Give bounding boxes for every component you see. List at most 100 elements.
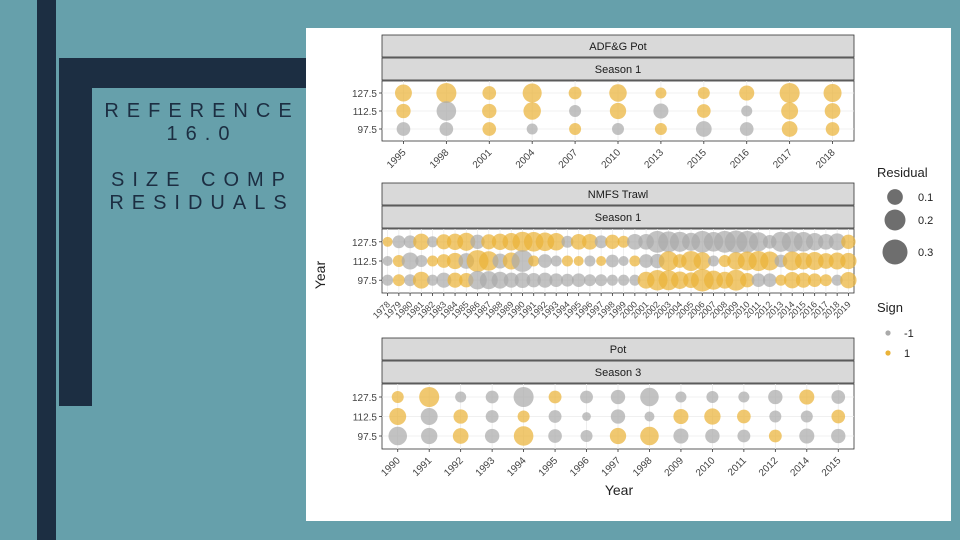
panel-3-residual-point	[673, 428, 689, 444]
y-axis-title: Year	[312, 261, 328, 290]
panel-2-residual-point	[561, 255, 573, 267]
panel-3-xtick-label: 1990	[379, 455, 403, 479]
panel-1-residual-point	[436, 82, 457, 104]
panel-1-xtick-label: 2016	[728, 147, 752, 171]
panel-3-residual-point	[513, 426, 534, 446]
panel-3-residual-point	[548, 410, 562, 423]
panel-2-residual-point	[840, 252, 857, 270]
panel-2-residual-point	[447, 272, 463, 288]
panel-2-residual-point	[470, 234, 485, 249]
panel-3-xtick-label: 1995	[537, 455, 561, 479]
panel-3-residual-point	[580, 390, 593, 404]
panel-3-ytick-label: 97.5	[358, 432, 378, 443]
panel-2-residual-point	[840, 272, 857, 289]
panel-2-residual-point	[784, 272, 801, 289]
legend-sign-title: Sign	[877, 300, 903, 315]
panel-2-residual-point	[550, 255, 562, 267]
legend-sign-label: 1	[904, 348, 910, 360]
panel-3-fleet-strip	[381, 337, 855, 361]
panel-2-residual-point	[606, 274, 618, 286]
panel-1-residual-point	[781, 102, 799, 120]
panel-3-residual-point	[548, 390, 562, 404]
panel-2-residual-point	[526, 273, 541, 288]
panel-2-season-strip	[381, 205, 855, 229]
panel-2-residual-point	[594, 235, 608, 249]
panel-2-residual-point	[413, 233, 430, 250]
legend-size-label: 0.3	[918, 247, 933, 259]
panel-2-residual-point	[403, 235, 417, 249]
panel-2-residual-point	[392, 255, 405, 267]
panel-1-residual-point	[781, 121, 798, 137]
panel-2-ytick-label: 112.5	[353, 257, 378, 268]
panel-2-residual-point	[570, 233, 587, 250]
panel-1-residual-point	[739, 122, 754, 136]
panel-2-residual-point	[561, 273, 574, 287]
panel-3-xtick-label: 1996	[568, 455, 592, 479]
panel-3-xtick-label: 1992	[442, 455, 466, 479]
slide-title: REFERENCE 16.0 SIZE COMP RESIDUALS	[104, 100, 300, 215]
panel-2-residual-point	[436, 234, 452, 250]
panel-2-ytick-label: 97.5	[358, 276, 378, 287]
panel-1-xtick-label: 2013	[643, 147, 667, 171]
panel-1-residual-point	[482, 103, 497, 119]
panel-3-residual-point	[391, 391, 404, 403]
panel-2-residual-point	[392, 235, 406, 249]
panel-2-residual-point	[605, 254, 619, 268]
panel-3-residual-point	[485, 410, 499, 423]
panel-3-residual-point	[705, 428, 720, 444]
panel-3-residual-point	[388, 426, 408, 446]
title-bracket-top	[59, 58, 306, 88]
panel-3-residual-point	[673, 408, 689, 425]
panel-1-residual-point	[741, 105, 753, 117]
panel-1-residual-point	[779, 82, 800, 104]
panel-1-residual-point	[482, 86, 497, 100]
panel-2-residual-point	[629, 274, 641, 286]
panel-1-xtick-label: 2015	[685, 147, 709, 171]
panel-2-residual-point	[775, 274, 787, 286]
panel-2-residual-point	[618, 256, 629, 266]
panel-2-residual-point	[805, 251, 824, 271]
panel-1-residual-point	[569, 123, 582, 135]
panel-3-residual-point	[419, 386, 440, 408]
panel-2-residual-point	[627, 233, 643, 250]
panel-3-residual-point	[706, 391, 719, 403]
panel-3-xtick-label: 1993	[474, 455, 498, 479]
panel-3-residual-point	[704, 408, 721, 425]
legend-sign-swatch	[885, 350, 891, 356]
legend-size-swatch	[884, 209, 906, 231]
panel-2-residual-point	[658, 251, 679, 271]
panel-1-fleet-label: ADF&G Pot	[589, 41, 646, 53]
panel-2-residual-point	[538, 254, 552, 268]
panel-3-xtick-label: 1991	[411, 455, 435, 479]
left-accent-bar	[37, 0, 56, 540]
panel-3-residual-point	[484, 428, 500, 444]
panel-3-residual-point	[452, 428, 469, 444]
panel-3-residual-point	[675, 391, 687, 403]
panel-2-residual-point	[491, 271, 509, 289]
panel-2-residual-point	[605, 234, 620, 249]
panel-3-season-label: Season 3	[595, 367, 641, 379]
panel-2-residual-point	[751, 273, 766, 288]
panel-2-residual-point	[404, 274, 417, 287]
panel-1-xtick-label: 2018	[814, 147, 838, 171]
legend-residual-title: Residual	[877, 165, 928, 180]
panel-2-residual-point	[819, 274, 832, 287]
legend-size-swatch	[887, 189, 903, 205]
panel-3-xtick-label: 1994	[505, 455, 529, 479]
panel-3-residual-point	[513, 386, 534, 408]
legend-sign-swatch	[885, 330, 891, 336]
panel-2-residual-point	[382, 256, 393, 266]
panel-1-ytick-label: 97.5	[358, 125, 378, 136]
panel-2-residual-point	[514, 272, 531, 289]
panel-2-residual-point	[401, 252, 419, 270]
panel-1-residual-point	[394, 84, 412, 102]
panel-3-ytick-label: 127.5	[352, 393, 377, 404]
panel-2-residual-point	[718, 255, 731, 267]
panel-2-residual-point	[795, 272, 811, 288]
panel-2-residual-point	[478, 251, 499, 271]
panel-1-residual-point	[655, 87, 667, 99]
panel-3-residual-point	[610, 409, 626, 424]
panel-2-residual-point	[596, 256, 607, 266]
panel-3-season-strip	[381, 360, 855, 384]
panel-3-residual-point	[831, 428, 846, 444]
